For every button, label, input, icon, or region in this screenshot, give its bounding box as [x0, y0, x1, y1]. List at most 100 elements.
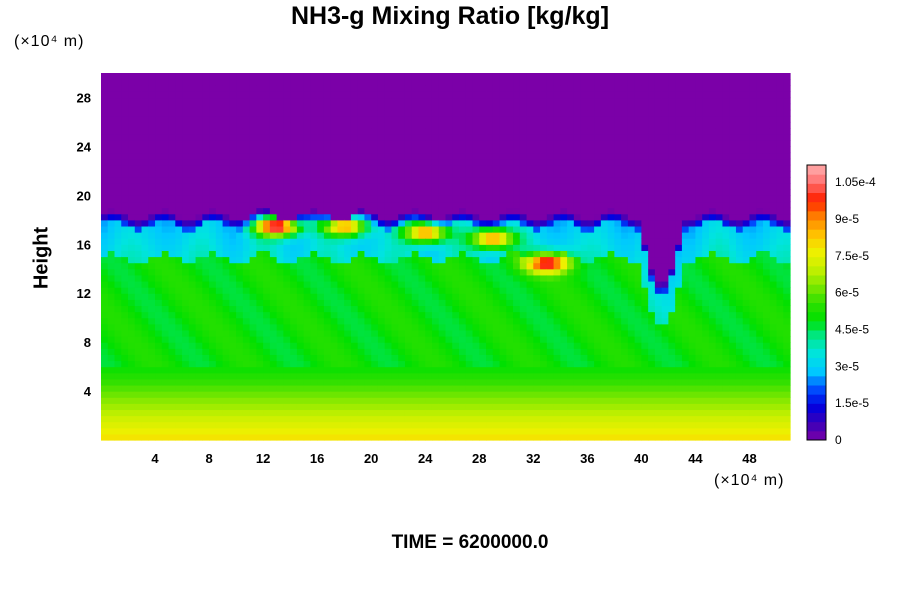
- heatmap-cell: [492, 336, 501, 343]
- heatmap-cell: [573, 183, 582, 190]
- heatmap-cell: [182, 250, 190, 258]
- heatmap-cell: [148, 189, 156, 196]
- heatmap-cell: [364, 397, 372, 404]
- heatmap-cell: [182, 109, 190, 117]
- heatmap-cell: [499, 201, 507, 209]
- heatmap-cell: [594, 207, 602, 215]
- heatmap-cell: [276, 97, 284, 105]
- heatmap-cell: [499, 121, 507, 129]
- heatmap-cell: [236, 103, 244, 111]
- heatmap-cell: [222, 433, 230, 441]
- heatmap-cell: [411, 201, 420, 209]
- heatmap-cell: [283, 140, 291, 147]
- heatmap-cell: [648, 140, 656, 147]
- heatmap-cell: [486, 213, 494, 221]
- heatmap-cell: [621, 225, 629, 233]
- heatmap-cell: [506, 97, 514, 105]
- heatmap-cell: [195, 195, 203, 203]
- heatmap-cell: [195, 342, 203, 349]
- heatmap-cell: [391, 158, 399, 166]
- heatmap-cell: [236, 244, 244, 251]
- heatmap-cell: [526, 433, 534, 441]
- heatmap-cell: [188, 354, 197, 362]
- heatmap-cell: [513, 103, 521, 111]
- heatmap-cell: [290, 97, 298, 105]
- heatmap-cell: [101, 293, 109, 300]
- heatmap-cell: [425, 170, 433, 178]
- heatmap-cell: [155, 85, 163, 92]
- heatmap-cell: [472, 397, 480, 404]
- heatmap-cell: [357, 91, 366, 99]
- heatmap-cell: [479, 103, 487, 111]
- heatmap-cell: [438, 329, 447, 337]
- heatmap-cell: [398, 213, 406, 221]
- heatmap-cell: [276, 109, 284, 117]
- heatmap-cell: [445, 128, 453, 135]
- heatmap-cell: [540, 183, 548, 190]
- heatmap-cell: [249, 109, 257, 117]
- heatmap-cell: [418, 360, 426, 368]
- heatmap-cell: [182, 293, 190, 300]
- heatmap-cell: [377, 280, 386, 288]
- heatmap-cell: [276, 201, 284, 209]
- heatmap-cell: [425, 421, 433, 429]
- heatmap-cell: [242, 311, 251, 319]
- heatmap-cell: [431, 103, 440, 111]
- heatmap-cell: [242, 158, 251, 166]
- heatmap-cell: [641, 360, 649, 368]
- heatmap-cell: [256, 170, 264, 178]
- heatmap-cell: [567, 280, 575, 288]
- heatmap-cell: [283, 348, 291, 355]
- heatmap-cell: [371, 121, 379, 129]
- heatmap-cell: [479, 85, 487, 92]
- heatmap-cell: [175, 287, 183, 294]
- heatmap-cell: [526, 311, 534, 319]
- heatmap-cell: [141, 244, 149, 251]
- heatmap-cell: [607, 305, 615, 313]
- heatmap-cell: [627, 109, 636, 117]
- heatmap-cell: [101, 268, 109, 276]
- heatmap-cell: [621, 109, 629, 117]
- heatmap-cell: [600, 201, 609, 209]
- heatmap-cell: [290, 189, 298, 196]
- heatmap-cell: [269, 366, 278, 374]
- heatmap-cell: [479, 158, 487, 166]
- heatmap-cell: [242, 397, 251, 404]
- heatmap-cell: [371, 109, 379, 117]
- heatmap-cell: [350, 433, 359, 441]
- heatmap-cell: [188, 391, 197, 398]
- heatmap-cell: [195, 391, 203, 398]
- heatmap-cell: [175, 232, 183, 239]
- heatmap-cell: [438, 134, 447, 141]
- heatmap-cell: [452, 336, 460, 343]
- heatmap-cell: [175, 152, 183, 160]
- heatmap-cell: [519, 225, 528, 233]
- heatmap-cell: [384, 342, 393, 349]
- heatmap-cell: [445, 397, 453, 404]
- heatmap-cell: [519, 103, 528, 111]
- heatmap-cell: [425, 299, 433, 307]
- heatmap-cell: [209, 317, 217, 325]
- heatmap-cell: [607, 415, 615, 423]
- heatmap-cell: [269, 348, 278, 355]
- heatmap-cell: [215, 219, 224, 227]
- heatmap-cell: [134, 79, 143, 86]
- heatmap-cell: [141, 134, 149, 141]
- heatmap-cell: [540, 384, 548, 392]
- heatmap-cell: [533, 427, 541, 435]
- heatmap-cell: [310, 391, 318, 398]
- heatmap-cell: [215, 421, 224, 429]
- heatmap-cell: [128, 287, 136, 294]
- heatmap-cell: [317, 115, 325, 123]
- heatmap-cell: [337, 103, 345, 111]
- heatmap-cell: [182, 323, 190, 331]
- heatmap-cell: [222, 115, 230, 123]
- heatmap-cell: [141, 85, 149, 92]
- heatmap-cell: [452, 207, 460, 215]
- heatmap-cell: [195, 121, 203, 129]
- heatmap-cell: [648, 73, 656, 80]
- heatmap-cell: [101, 140, 109, 147]
- heatmap-cell: [276, 354, 284, 362]
- heatmap-cell: [344, 287, 352, 294]
- heatmap-cell: [256, 336, 264, 343]
